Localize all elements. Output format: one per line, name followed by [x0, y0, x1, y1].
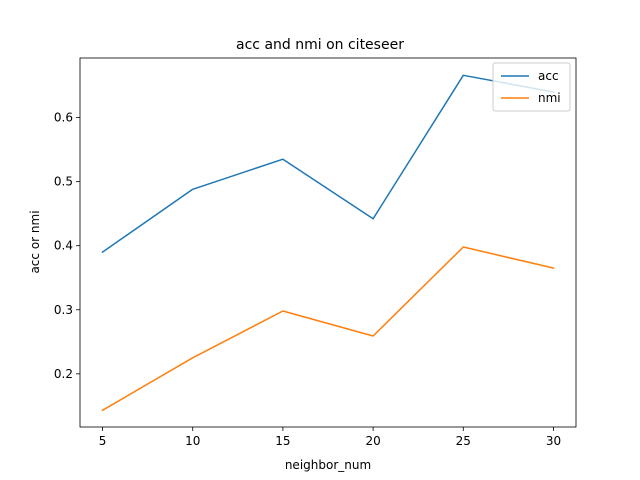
series-lines	[101, 74, 555, 412]
plot-frame	[79, 57, 577, 428]
legend-label-nmi: nmi	[538, 91, 561, 105]
legend: acc nmi	[492, 62, 571, 112]
y-tick-label: 0.6	[54, 111, 73, 125]
legend-label-acc: acc	[538, 69, 559, 83]
y-tick-label: 0.5	[54, 175, 73, 189]
x-tick-label: 5	[99, 434, 107, 448]
x-axis-label: neighbor_num	[285, 458, 371, 472]
series-line-acc	[101, 74, 555, 254]
x-tick-label: 15	[275, 434, 290, 448]
x-tick-label: 10	[185, 434, 200, 448]
axis-ticks: 5 10 15 20 25 30 0.2 0.3 0.4 0.5 0.6	[54, 111, 561, 448]
y-tick-label: 0.4	[54, 239, 73, 253]
chart-title: acc and nmi on citeseer	[236, 37, 404, 53]
legend-box	[492, 62, 571, 112]
y-axis-label: acc or nmi	[28, 210, 42, 273]
x-tick-label: 20	[365, 434, 380, 448]
x-tick-label: 30	[546, 434, 561, 448]
y-tick-label: 0.2	[54, 367, 73, 381]
x-tick-label: 25	[456, 434, 471, 448]
series-line-nmi	[101, 246, 555, 412]
y-tick-label: 0.3	[54, 303, 73, 317]
